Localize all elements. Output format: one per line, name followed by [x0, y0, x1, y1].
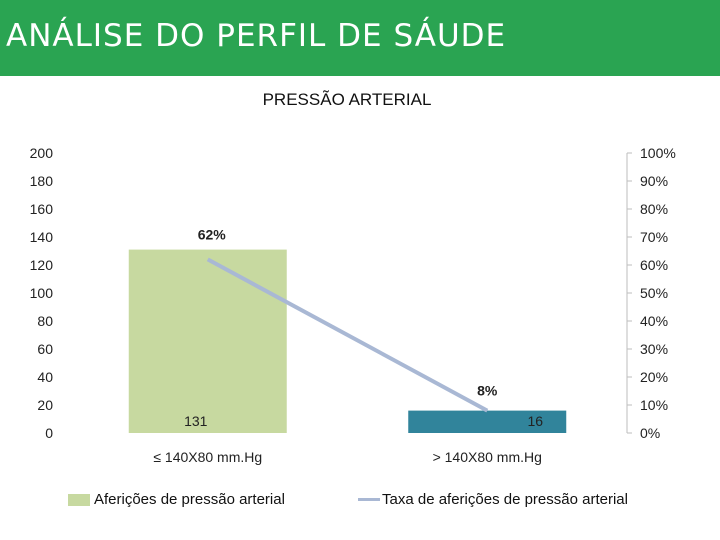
y-right-tick-label: 100% [640, 145, 676, 161]
y-right-tick-label: 70% [640, 229, 668, 245]
y-right-tick-label: 90% [640, 173, 668, 189]
y-left-tick-label: 140 [30, 229, 54, 245]
line-series [206, 257, 489, 413]
legend-label-line: Taxa de aferições de pressão arterial [382, 491, 628, 508]
y-right-tick-label: 30% [640, 341, 668, 357]
y-right-tick-label: 80% [640, 201, 668, 217]
chart-title: PRESSÃO ARTERIAL [262, 90, 432, 109]
y-left-tick-label: 200 [30, 145, 54, 161]
y-left-tick-label: 60 [37, 341, 53, 357]
x-category-label: > 140X80 mm.Hg [433, 449, 542, 465]
bar [128, 249, 287, 433]
y-left-tick-label: 120 [30, 257, 54, 273]
y-left-tick-label: 20 [37, 397, 53, 413]
y-right-tick-label: 20% [640, 369, 668, 385]
bar [408, 410, 567, 433]
y-right-tick-label: 50% [640, 285, 668, 301]
legend-item-line: Taxa de aferições de pressão arterial [358, 491, 628, 508]
y-left-tick-label: 80 [37, 313, 53, 329]
line-data-label: 8% [477, 383, 498, 399]
header-banner: ANÁLISE DO PERFIL DE SÁUDE [0, 0, 720, 76]
x-category-label: ≤ 140X80 mm.Hg [153, 449, 262, 465]
legend-swatch-bar [68, 493, 90, 506]
y-left-tick-label: 160 [30, 201, 54, 217]
y-left-tick-label: 100 [30, 285, 54, 301]
y-right-tick-label: 40% [640, 313, 668, 329]
y-right-tick-label: 60% [640, 257, 668, 273]
y-right-tick-label: 10% [640, 397, 668, 413]
legend-item-bars: Aferições de pressão arterial [68, 491, 285, 508]
y-left-tick-label: 180 [30, 173, 54, 189]
bar-data-label: 131 [184, 413, 208, 429]
y-left-tick-label: 0 [45, 425, 53, 441]
page-title: ANÁLISE DO PERFIL DE SÁUDE [6, 18, 507, 54]
bar-data-label: 16 [527, 413, 543, 429]
line-data-label: 62% [198, 226, 227, 242]
y-right-tick-label: 0% [640, 425, 660, 441]
legend-swatch-line [358, 498, 380, 501]
legend-label-bars: Aferições de pressão arterial [94, 491, 285, 508]
y-left-tick-label: 40 [37, 369, 53, 385]
